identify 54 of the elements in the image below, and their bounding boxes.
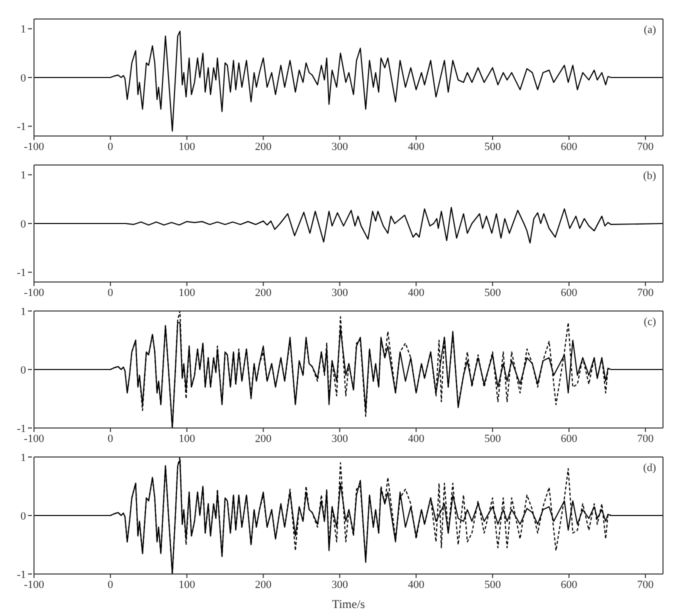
x-tick-label: 500 — [484, 140, 502, 153]
x-tick-label: 400 — [408, 140, 425, 153]
y-tick-label: 1 — [20, 24, 26, 36]
annotation: (b) — [643, 170, 656, 182]
y-tick-label: 0 — [20, 72, 26, 84]
x-tick-label: 700 — [637, 286, 654, 299]
x-tick-label: 400 — [408, 286, 425, 299]
annotation: (a) — [644, 24, 656, 36]
x-tick-label: -100 — [24, 578, 45, 591]
x-axis-title: Time/s — [332, 597, 366, 610]
x-tick-label: 200 — [255, 140, 272, 153]
y-tick-label: -1 — [16, 422, 26, 435]
x-tick-label: 300 — [331, 140, 348, 153]
annotation: (c) — [644, 316, 656, 328]
x-tick-label: 200 — [255, 286, 272, 299]
x-tick-label: 100 — [178, 432, 196, 445]
x-tick-label: 600 — [560, 432, 578, 445]
x-tick-label: 0 — [108, 286, 114, 299]
x-tick-label: -100 — [24, 140, 45, 153]
y-tick-label: 1 — [20, 170, 26, 182]
y-tick-label: -1 — [16, 267, 26, 280]
y-tick-label: 0 — [20, 510, 26, 522]
annotation: (d) — [643, 462, 656, 474]
x-tick-label: 0 — [108, 578, 114, 591]
x-tick-label: 400 — [408, 578, 425, 591]
x-tick-label: 200 — [255, 578, 272, 591]
x-tick-label: -100 — [24, 432, 45, 445]
x-tick-label: 500 — [484, 286, 502, 299]
y-tick-label: -1 — [16, 568, 26, 581]
x-tick-label: 200 — [255, 432, 272, 445]
line-series — [34, 206, 663, 244]
x-tick-label: 700 — [637, 140, 654, 153]
y-tick-label: 1 — [20, 306, 26, 318]
x-tick-label: 600 — [560, 578, 578, 591]
x-tick-label: 100 — [178, 286, 196, 299]
y-tick-label: 0 — [20, 218, 26, 230]
x-tick-label: 100 — [178, 578, 196, 591]
x-tick-label: 300 — [331, 286, 348, 299]
x-tick-label: 600 — [560, 140, 578, 153]
x-tick-label: -100 — [24, 286, 45, 299]
x-tick-label: 500 — [484, 578, 502, 591]
x-tick-label: 0 — [108, 140, 114, 153]
x-tick-label: 700 — [637, 432, 654, 445]
x-tick-label: 500 — [484, 432, 502, 445]
x-tick-label: 600 — [560, 286, 578, 299]
x-tick-label: 700 — [637, 578, 654, 591]
y-tick-label: 0 — [20, 364, 26, 376]
x-tick-label: 300 — [331, 432, 348, 445]
x-tick-label: 0 — [108, 432, 114, 445]
x-tick-label: 100 — [178, 140, 196, 153]
y-tick-label: -1 — [16, 121, 26, 134]
x-tick-label: 400 — [408, 432, 425, 445]
x-tick-label: 300 — [331, 578, 348, 591]
y-tick-label: 1 — [20, 452, 26, 464]
